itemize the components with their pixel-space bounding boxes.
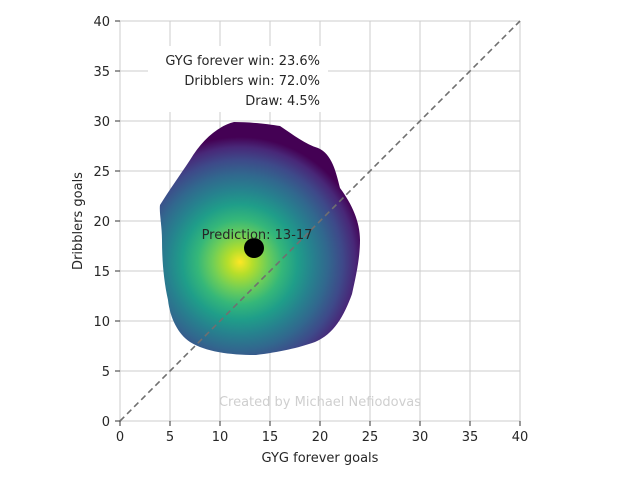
stat-draw: Draw: 4.5% [245,94,320,109]
x-tick-label: 20 [312,430,329,445]
y-tick-label: 15 [93,265,110,280]
watermark: Created by Michael Nefiodovas [219,395,421,410]
x-tick-label: 35 [462,430,479,445]
y-axis-label: Dribblers goals [71,172,86,270]
x-tick-label: 0 [116,430,124,445]
x-tick-label: 5 [166,430,174,445]
stat-dribblers-win: Dribblers win: 72.0% [184,74,320,89]
y-tick-label: 10 [93,315,110,330]
y-tick-label: 5 [102,365,110,380]
diagonal-line [119,20,521,422]
prediction-label: Prediction: 13-17 [202,228,313,243]
stat-gyg-win: GYG forever win: 23.6% [165,54,320,69]
x-axis-label: GYG forever goals [262,451,379,466]
x-tick-label: 10 [212,430,229,445]
y-tick-label: 40 [93,15,110,30]
x-tick-label: 25 [362,430,379,445]
density-blob [159,122,360,355]
x-tick-label: 15 [262,430,279,445]
y-tick-label: 0 [102,415,110,430]
y-tick-label: 30 [93,115,110,130]
axes: 0 5 10 15 20 25 30 35 40 0 5 10 15 20 25 30 35 40 [93,15,528,445]
y-tick-label: 20 [93,215,110,230]
y-tick-label: 35 [93,65,110,80]
prediction-point [244,238,264,258]
x-tick-label: 40 [512,430,529,445]
y-tick-label: 25 [93,165,110,180]
x-tick-label: 30 [412,430,429,445]
stats-box-background [148,46,328,112]
outcome-stats: GYG forever win: 23.6% Dribblers win: 72… [148,46,328,112]
